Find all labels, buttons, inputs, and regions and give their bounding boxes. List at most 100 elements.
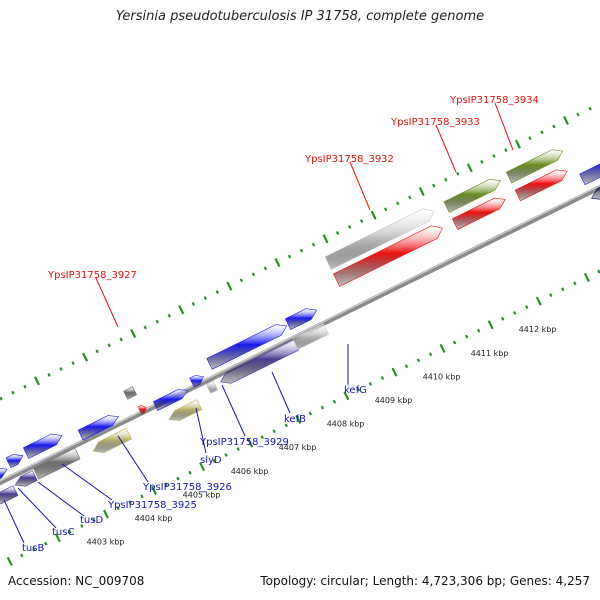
lower-tick-mark [535, 296, 542, 306]
upper-tick-mark [23, 384, 27, 389]
upper-tick-mark [528, 136, 532, 141]
lower-tick-mark [224, 453, 228, 457]
upper-tick-mark [492, 154, 496, 158]
gene-arrow-tusD [5, 454, 24, 469]
lower-tick-mark [236, 447, 240, 451]
lower-tick-mark [487, 320, 494, 330]
lower-tick-mark [102, 509, 109, 519]
gene-label-leader [271, 371, 291, 414]
upper-tick-mark [408, 195, 412, 200]
upper-tick-mark [203, 296, 208, 300]
lower-tick-mark [439, 343, 446, 353]
scale-tick-label: 4406 kbp [231, 467, 269, 476]
upper-tick-mark [143, 325, 147, 330]
lower-tick-mark [476, 328, 481, 333]
upper-tick-mark [456, 171, 460, 176]
lower-tick-mark [260, 435, 264, 440]
lower-tick-mark [391, 367, 398, 377]
lower-tick-mark [32, 547, 36, 552]
upper-tick-mark [287, 254, 292, 259]
lower-tick-mark [404, 364, 409, 369]
upper-tick-mark [514, 139, 521, 149]
upper-tick-mark [191, 301, 196, 306]
scale-tick-label: 4408 kbp [327, 420, 365, 429]
gene-arrow-slyD [205, 380, 219, 394]
scale-tick-label: 4409 kbp [375, 396, 413, 405]
scale-tick-label: 4405 kbp [183, 490, 221, 499]
lower-tick-mark [597, 269, 600, 274]
gene-label-leader [435, 124, 457, 173]
gene-arrow-3932 [333, 225, 443, 287]
gene-label: YpsIP31758_3929 [199, 437, 289, 448]
upper-tick-mark [432, 183, 436, 188]
gene-label: kefG [344, 385, 367, 396]
sequence-backbone-highlight [0, 185, 600, 482]
lower-tick-mark [464, 334, 469, 339]
upper-tick-mark [540, 130, 544, 135]
upper-tick-mark [552, 124, 556, 129]
upper-tick-mark [563, 115, 570, 126]
lower-tick-mark [151, 485, 157, 495]
upper-tick-mark [274, 257, 281, 268]
lower-tick-mark [380, 376, 385, 380]
upper-tick-mark [444, 177, 448, 182]
gene-label: YpsIP31758_3934 [449, 95, 539, 106]
gene-label: tusB [22, 543, 44, 554]
lower-tick-mark [128, 500, 132, 505]
gene-label-leader [221, 384, 246, 437]
lower-tick-mark [525, 305, 529, 309]
gene-label-leader [61, 463, 113, 501]
lower-tick-mark [561, 287, 565, 292]
lower-tick-mark [583, 272, 590, 282]
lower-tick-mark [452, 340, 457, 345]
gene-arrow-right-edge [579, 163, 600, 186]
gene-arrow-kefG [284, 308, 318, 330]
lower-tick-mark [416, 358, 421, 363]
gene-arrow-3926-forward [77, 415, 119, 441]
upper-tick-mark [107, 343, 111, 348]
upper-tick-mark [359, 219, 364, 224]
lower-tick-mark [368, 382, 373, 386]
topology-text: Topology: circular; Length: 4,723,306 bp… [260, 574, 590, 588]
gene-arrow-3932-grey [324, 208, 435, 270]
upper-tick-mark [335, 230, 340, 235]
lower-tick-mark [80, 523, 84, 528]
lower-tick-mark [212, 458, 216, 463]
lower-tick-mark [199, 462, 206, 472]
gene-label: slyD [200, 455, 222, 466]
lower-tick-mark [308, 411, 313, 416]
lower-tick-mark [54, 533, 61, 543]
upper-tick-mark [504, 148, 508, 153]
gene-arrow-3929-khaki [168, 399, 203, 421]
gene-label: YpsIP31758_3925 [107, 500, 197, 511]
gene-label: YpsIP31758_3926 [142, 482, 232, 493]
upper-tick-mark [396, 201, 400, 206]
upper-tick-mark [95, 349, 99, 354]
gene-label-leader [95, 277, 119, 328]
gene-arrow-3934 [514, 169, 568, 202]
gene-label: tusC [52, 527, 74, 538]
upper-tick-mark [383, 207, 388, 212]
lower-tick-mark [92, 518, 96, 522]
lower-tick-mark [68, 529, 72, 534]
upper-tick-mark [82, 352, 89, 362]
lower-tick-mark [20, 553, 24, 558]
lower-tick-mark [549, 293, 553, 298]
gene-arrow-3926 [92, 427, 133, 454]
scale-tick-label: 4407 kbp [279, 443, 317, 452]
lower-tick-mark [501, 316, 505, 321]
upper-tick-mark [576, 112, 580, 117]
gene-label-leader [17, 487, 57, 529]
upper-tick-mark [178, 305, 185, 315]
upper-tick-mark [226, 281, 233, 291]
upper-tick-mark [155, 319, 159, 324]
upper-tick-mark [11, 390, 15, 395]
gene-label: YpsIP31758_3927 [47, 270, 137, 281]
upper-tick-mark [130, 328, 137, 339]
scale-tick-label: 4410 kbp [423, 372, 461, 381]
gene-label: YpsIP31758_3933 [390, 117, 480, 128]
gene-label-leader [349, 161, 371, 211]
gene-label: YpsIP31758_3932 [304, 154, 394, 165]
lower-tick-mark [188, 470, 192, 475]
